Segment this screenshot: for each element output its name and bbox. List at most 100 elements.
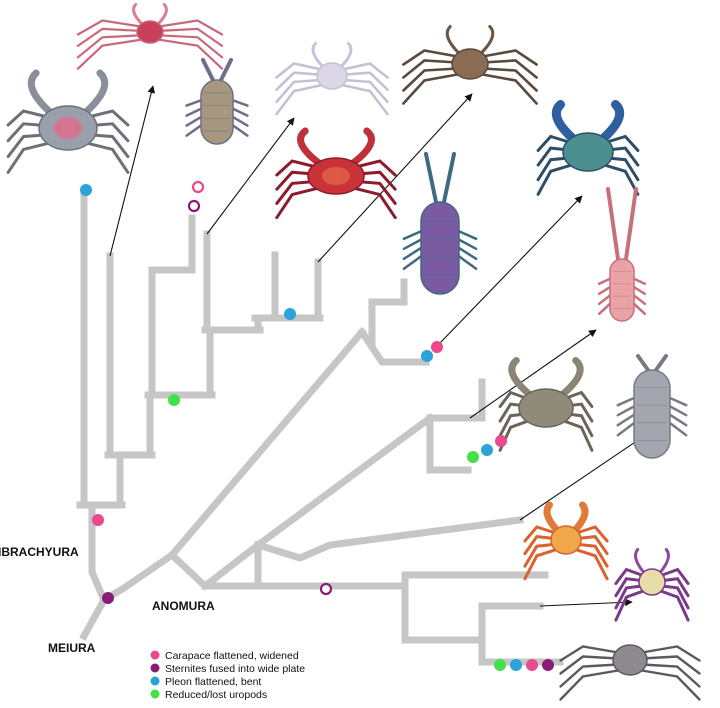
leg [6, 109, 50, 127]
leg [354, 187, 397, 220]
leg [76, 34, 142, 59]
leg [559, 663, 620, 688]
animal-image [76, 3, 224, 70]
claw [156, 3, 168, 26]
trait-marker [319, 582, 333, 596]
leg [614, 584, 645, 610]
leg [523, 535, 557, 556]
leg [481, 49, 538, 66]
leg [275, 179, 318, 205]
leg [659, 567, 690, 585]
trait-marker [191, 180, 205, 194]
body-pattern [53, 117, 83, 139]
leg [275, 71, 323, 91]
animal-image [275, 127, 397, 220]
leg [86, 141, 130, 174]
legend-label: Sternites fused into wide plate [165, 663, 305, 675]
trait-marker [542, 659, 554, 671]
leg [575, 542, 609, 568]
trait-marker [102, 592, 114, 604]
leg [563, 390, 594, 408]
animal-image [498, 357, 594, 452]
trait-marker [187, 199, 201, 213]
antenna [624, 187, 638, 261]
leg [614, 567, 645, 585]
leg [158, 34, 224, 59]
animal-image [614, 548, 690, 622]
animal-image [6, 69, 130, 174]
arrow [539, 598, 633, 607]
arrow [109, 85, 156, 257]
claw [445, 25, 461, 55]
trait-marker [168, 394, 180, 406]
legend-swatch [150, 689, 160, 699]
leg [559, 655, 620, 675]
leg [275, 159, 318, 177]
clade-label: IBRACHYURA [0, 545, 79, 559]
claw [598, 100, 625, 144]
animal-image [402, 152, 478, 295]
leg [563, 419, 594, 452]
claw [132, 3, 144, 26]
leg [575, 525, 609, 543]
trait-marker [284, 308, 296, 320]
legend-swatch [150, 650, 160, 660]
leg [659, 589, 690, 622]
antenna [442, 152, 456, 204]
leg [640, 663, 701, 688]
animal-image [616, 354, 688, 459]
trait-marker [80, 184, 92, 196]
leg [481, 67, 538, 92]
leg [659, 577, 690, 598]
legend-label: Pleon flattened, bent [165, 676, 261, 688]
arrow [206, 117, 295, 235]
leg [76, 19, 142, 36]
arrow [469, 329, 597, 419]
claw [551, 100, 578, 144]
body [136, 20, 164, 44]
body [451, 48, 489, 80]
animal-image [559, 644, 701, 701]
leg [402, 67, 459, 92]
antenna [219, 58, 233, 82]
trait-markers [80, 180, 554, 671]
leg [536, 163, 572, 196]
body [518, 388, 574, 428]
leg [498, 390, 529, 408]
claw [508, 357, 534, 399]
leg [341, 78, 389, 104]
claw [658, 548, 670, 575]
trait-marker [431, 341, 443, 353]
leg [158, 38, 224, 70]
body-pattern [322, 167, 350, 185]
trait-marker [510, 659, 522, 671]
body [638, 568, 666, 596]
body [420, 201, 460, 295]
leg [659, 584, 690, 610]
clade-label: ANOMURA [152, 599, 215, 613]
leg [341, 83, 389, 116]
leg [341, 62, 389, 79]
animal-images [6, 3, 701, 701]
leg [76, 27, 142, 48]
leg [354, 159, 397, 177]
leg [559, 645, 620, 662]
leg [536, 134, 572, 152]
leg [354, 179, 397, 205]
leg [86, 109, 130, 127]
leg [86, 133, 130, 159]
animal-image [597, 187, 647, 322]
leg [275, 83, 323, 116]
leg [604, 134, 640, 152]
leg [76, 38, 142, 70]
body [633, 369, 671, 459]
leg [481, 59, 538, 79]
legend-swatch [150, 663, 160, 673]
leg [275, 62, 323, 79]
leg [275, 187, 318, 220]
claw [479, 25, 495, 55]
leg [575, 548, 609, 581]
animal-image [523, 501, 609, 581]
claw [339, 42, 353, 69]
legend-label: Carapace flattened, widened [165, 650, 299, 662]
